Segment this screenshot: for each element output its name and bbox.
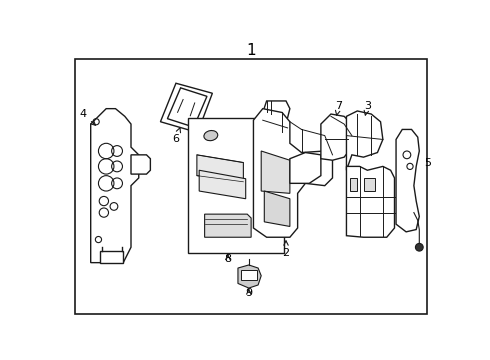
Polygon shape [100,251,123,263]
Polygon shape [364,178,375,191]
Polygon shape [168,88,207,127]
Text: 6: 6 [172,128,180,144]
Polygon shape [264,191,290,226]
Polygon shape [290,153,321,183]
Polygon shape [253,109,333,237]
Text: 9: 9 [245,288,252,298]
Text: 3: 3 [364,101,371,115]
Polygon shape [238,265,261,288]
Polygon shape [346,166,394,237]
Polygon shape [205,214,251,237]
Text: 7: 7 [335,101,342,115]
Bar [188,118,285,253]
Circle shape [416,243,423,251]
Polygon shape [350,178,357,191]
Polygon shape [160,83,212,132]
Text: 5: 5 [424,158,431,167]
Polygon shape [259,101,290,124]
Polygon shape [261,151,290,193]
Ellipse shape [204,131,218,141]
Polygon shape [131,155,150,174]
Polygon shape [91,109,139,263]
Polygon shape [197,155,244,182]
Polygon shape [199,170,245,199]
Polygon shape [241,270,257,280]
Polygon shape [396,130,419,232]
Polygon shape [346,111,383,170]
Text: 4: 4 [79,109,96,125]
Polygon shape [321,114,352,160]
Text: 8: 8 [224,254,231,264]
Text: 1: 1 [246,44,256,58]
Text: 2: 2 [282,241,290,258]
